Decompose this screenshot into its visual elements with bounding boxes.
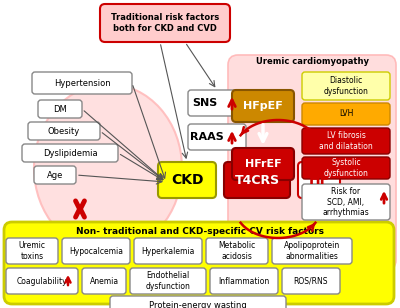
FancyBboxPatch shape <box>6 238 58 264</box>
FancyBboxPatch shape <box>32 72 132 94</box>
Text: HFpEF: HFpEF <box>243 101 283 111</box>
Text: Coagulability: Coagulability <box>17 277 67 286</box>
FancyBboxPatch shape <box>302 103 390 125</box>
Text: Endothelial
dysfunction: Endothelial dysfunction <box>146 271 190 291</box>
Text: HF: HF <box>308 173 330 187</box>
Text: ROS/RNS: ROS/RNS <box>294 277 328 286</box>
Text: Apolipoprotein
abnormalities: Apolipoprotein abnormalities <box>284 241 340 261</box>
Text: Dyslipidemia: Dyslipidemia <box>43 148 97 157</box>
Text: Uremic cardiomyopathy: Uremic cardiomyopathy <box>256 58 368 67</box>
Text: Hyperkalemia: Hyperkalemia <box>141 246 195 256</box>
FancyBboxPatch shape <box>6 268 78 294</box>
Text: Traditional risk factors
both for CKD and CVD: Traditional risk factors both for CKD an… <box>111 13 219 33</box>
Text: Systolic
dysfunction: Systolic dysfunction <box>324 158 368 178</box>
Text: T4CRS: T4CRS <box>234 173 280 187</box>
FancyBboxPatch shape <box>302 184 390 220</box>
FancyBboxPatch shape <box>82 268 126 294</box>
Text: LVH: LVH <box>339 110 353 119</box>
FancyBboxPatch shape <box>302 157 390 179</box>
FancyBboxPatch shape <box>130 268 206 294</box>
Text: Anemia: Anemia <box>90 277 118 286</box>
Text: Hypertension: Hypertension <box>54 79 110 87</box>
Text: Uremic
toxins: Uremic toxins <box>18 241 46 261</box>
FancyBboxPatch shape <box>224 162 290 198</box>
FancyBboxPatch shape <box>232 148 294 180</box>
FancyBboxPatch shape <box>232 90 294 122</box>
FancyBboxPatch shape <box>134 238 202 264</box>
Text: Hypocalcemia: Hypocalcemia <box>69 246 123 256</box>
FancyBboxPatch shape <box>302 128 390 154</box>
FancyBboxPatch shape <box>34 166 76 184</box>
Text: HFrEF: HFrEF <box>245 159 281 169</box>
Text: Inflammation: Inflammation <box>218 277 270 286</box>
FancyBboxPatch shape <box>38 100 82 118</box>
Ellipse shape <box>34 84 182 252</box>
FancyBboxPatch shape <box>298 162 340 198</box>
FancyBboxPatch shape <box>158 162 216 198</box>
FancyBboxPatch shape <box>302 72 390 100</box>
Text: CKD: CKD <box>171 173 203 187</box>
FancyBboxPatch shape <box>272 238 352 264</box>
FancyBboxPatch shape <box>28 122 100 140</box>
Text: Metabolic
acidosis: Metabolic acidosis <box>218 241 256 261</box>
Text: SNS: SNS <box>192 98 218 108</box>
FancyBboxPatch shape <box>110 296 286 308</box>
Text: Protein-energy wasting: Protein-energy wasting <box>149 302 247 308</box>
FancyBboxPatch shape <box>210 268 278 294</box>
FancyBboxPatch shape <box>62 238 130 264</box>
FancyBboxPatch shape <box>100 4 230 42</box>
Text: LV fibrosis
and dilatation: LV fibrosis and dilatation <box>319 131 373 151</box>
FancyBboxPatch shape <box>282 268 340 294</box>
FancyBboxPatch shape <box>188 124 246 150</box>
Text: Obesity: Obesity <box>48 127 80 136</box>
Text: Risk for
SCD, AMI,
arrhythmias: Risk for SCD, AMI, arrhythmias <box>323 187 369 217</box>
Text: Diastolic
dysfunction: Diastolic dysfunction <box>324 76 368 96</box>
FancyBboxPatch shape <box>188 90 246 116</box>
FancyBboxPatch shape <box>206 238 268 264</box>
Text: Age: Age <box>47 171 63 180</box>
Text: DM: DM <box>53 104 67 114</box>
Text: Non- traditional and CKD-specific CV risk factors: Non- traditional and CKD-specific CV ris… <box>76 228 324 237</box>
FancyBboxPatch shape <box>228 55 396 270</box>
Text: RAAS: RAAS <box>190 132 224 142</box>
FancyBboxPatch shape <box>4 222 394 304</box>
FancyBboxPatch shape <box>22 144 118 162</box>
